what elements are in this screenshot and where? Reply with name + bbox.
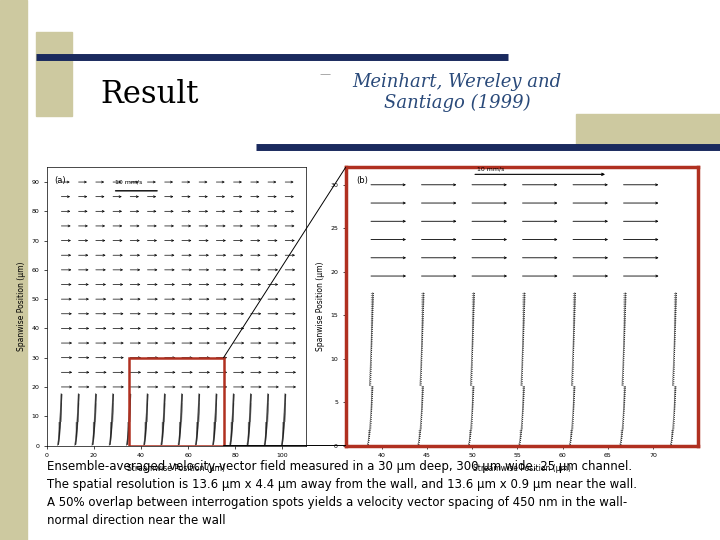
Text: —: — [320, 69, 331, 79]
Bar [130, 357, 223, 446]
Bar [36, 32, 72, 116]
Text: Meinhart, Wereley and
Santiago (1999): Meinhart, Wereley and Santiago (1999) [353, 73, 562, 112]
Y-axis label: Spanwise Position (μm): Spanwise Position (μm) [17, 262, 26, 351]
Y-axis label: Spanwise Position (μm): Spanwise Position (μm) [315, 262, 325, 351]
Text: 10 mm/s: 10 mm/s [115, 180, 143, 185]
Bar [0, 0, 27, 540]
Bar [576, 114, 720, 147]
Text: The spatial resolution is 13.6 μm x 4.4 μm away from the wall, and 13.6 μm x 0.9: The spatial resolution is 13.6 μm x 4.4 … [47, 478, 636, 491]
Text: (b): (b) [356, 176, 368, 185]
Text: (a): (a) [55, 176, 66, 185]
X-axis label: Streamwise Position (μm): Streamwise Position (μm) [473, 464, 571, 472]
X-axis label: Streamwise Position (μm): Streamwise Position (μm) [127, 464, 225, 472]
Text: 10 mm/s: 10 mm/s [477, 167, 504, 172]
Text: Ensemble-averaged velocity-vector field measured in a 30 μm deep, 300 μm wide, 2: Ensemble-averaged velocity-vector field … [47, 460, 632, 473]
Text: Result: Result [101, 79, 199, 110]
Text: A 50% overlap between interrogation spots yields a velocity vector spacing of 45: A 50% overlap between interrogation spot… [47, 496, 627, 509]
Text: normal direction near the wall: normal direction near the wall [47, 514, 225, 526]
